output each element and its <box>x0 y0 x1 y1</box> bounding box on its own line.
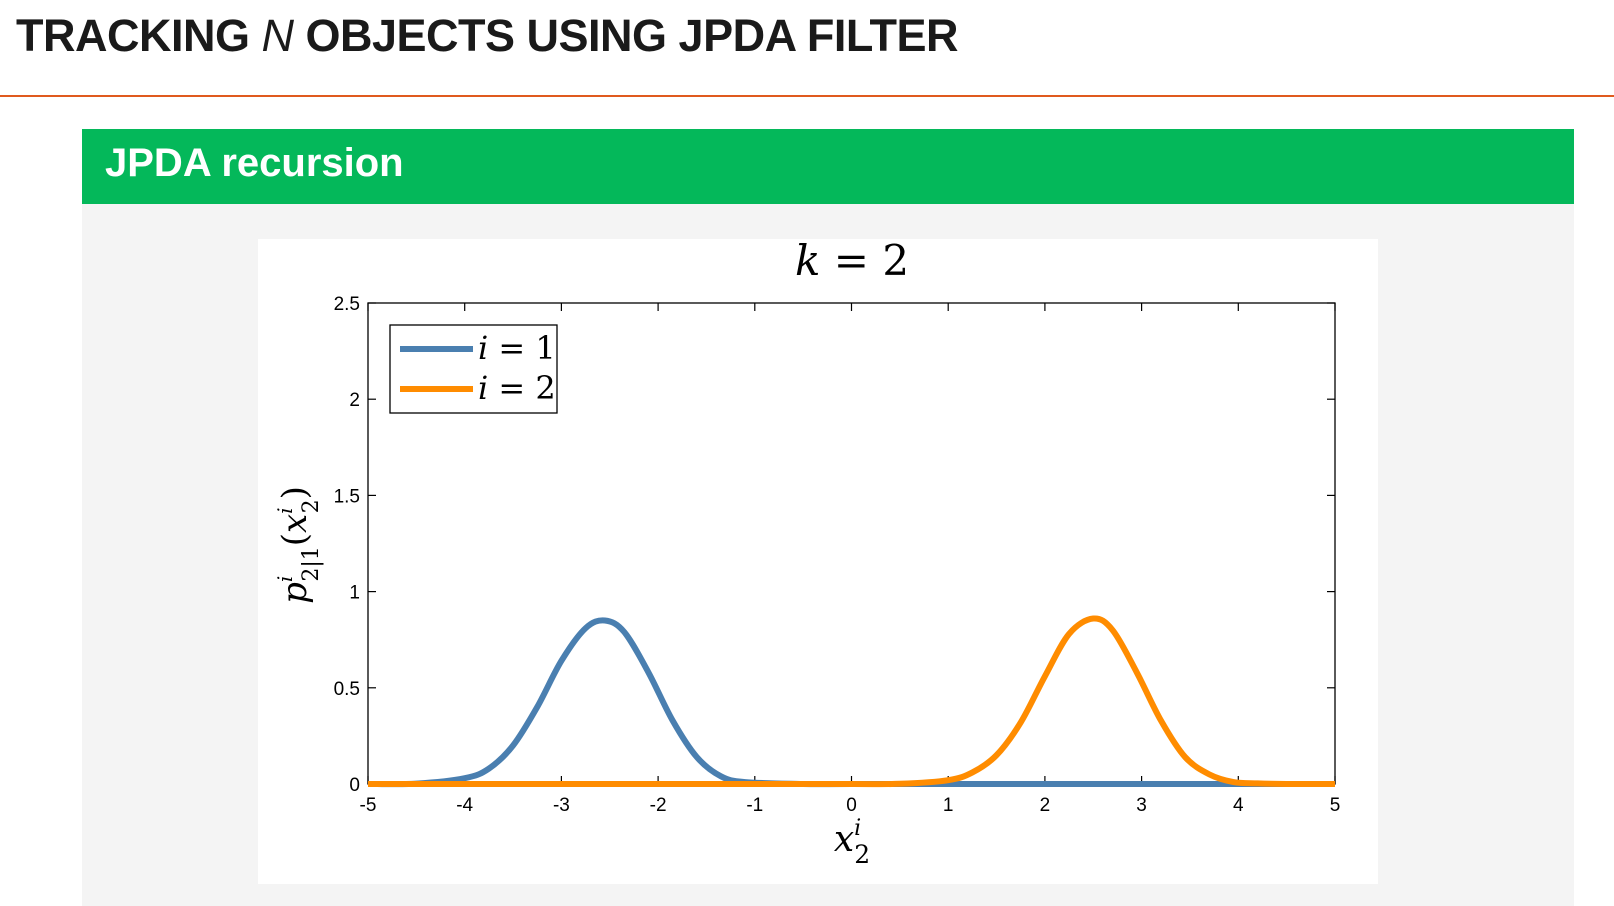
x-tick-label: 3 <box>1136 795 1147 816</box>
y-axis-label-paren-open: ( <box>275 533 315 546</box>
x-tick-label: 0 <box>846 795 857 816</box>
y-axis-label-x: x <box>275 514 315 533</box>
x-axis-label-sub: 2 <box>854 840 870 869</box>
legend: i = 1 i = 2 <box>389 324 558 414</box>
slide-title-part-2: OBJECTS USING JPDA FILTER <box>293 10 959 61</box>
x-tick-label: 5 <box>1330 795 1341 816</box>
content-block: JPDA recursion k = 2 -5 -4 -3 -2 -1 0 1 2 3 4 5 0 0.… <box>82 129 1574 906</box>
y-tick-label: 0.5 <box>334 679 360 700</box>
chart-title: k = 2 <box>795 239 909 285</box>
x-axis-label-base: x <box>834 819 854 860</box>
chart-title-var: k <box>795 239 820 285</box>
series-line-i2 <box>367 615 1336 788</box>
y-axis-label-p: p <box>275 582 315 604</box>
legend-label-i1: i = 1 <box>478 329 556 367</box>
slide-title: TRACKING N OBJECTS USING JPDA FILTER <box>16 10 959 62</box>
x-axis-label: xi 2 <box>834 816 870 869</box>
x-tick-label: -1 <box>746 795 763 816</box>
slide-title-italic-n: N <box>261 10 294 61</box>
series-line-i1 <box>367 617 1335 788</box>
legend-box <box>389 324 558 414</box>
svg-text:pi2|1(xi2): pi2|1(xi2) <box>273 486 324 604</box>
y-tick-label: 0 <box>349 775 360 796</box>
y-tick-label: 2 <box>349 390 360 411</box>
x-axis-label-sup: i <box>854 816 861 841</box>
title-divider <box>0 95 1614 97</box>
x-tick-label: 1 <box>943 795 954 816</box>
y-tick-label: 2.5 <box>334 294 360 315</box>
slide-title-part-1: TRACKING <box>16 10 262 61</box>
chart-title-eq: = <box>820 239 882 285</box>
x-tick-label: -2 <box>650 795 667 816</box>
x-tick-label: -3 <box>553 795 570 816</box>
block-header: JPDA recursion <box>82 129 1574 204</box>
x-tick-label: 2 <box>1040 795 1051 816</box>
y-tick-label: 1.5 <box>334 486 360 507</box>
chart-figure: k = 2 -5 -4 -3 -2 -1 0 1 2 3 4 5 0 0.5 1 1.5 2 2.5 xi 2 p… <box>258 236 1378 884</box>
y-axis-label-sup-i: i <box>273 576 297 582</box>
x-tick-label: -4 <box>456 795 473 816</box>
y-axis-label-sub-2: 2 <box>299 499 324 513</box>
y-axis-label-sup-i2: i <box>273 507 297 513</box>
y-tick-label: 1 <box>349 583 360 604</box>
y-axis-label-paren-close: ) <box>275 486 315 499</box>
chart-title-val: 2 <box>882 239 909 285</box>
y-axis-label: pi2|1(xi2) <box>273 486 324 604</box>
line-chart: k = 2 -5 -4 -3 -2 -1 0 1 2 3 4 500.511.522.5 xi 2 p… <box>273 236 1341 869</box>
x-tick-label: -5 <box>360 795 377 816</box>
y-axis-label-sub: 2|1 <box>299 546 324 581</box>
x-tick-label: 4 <box>1233 795 1244 816</box>
block-title: JPDA recursion <box>105 141 404 185</box>
legend-label-i2: i = 2 <box>478 369 556 407</box>
